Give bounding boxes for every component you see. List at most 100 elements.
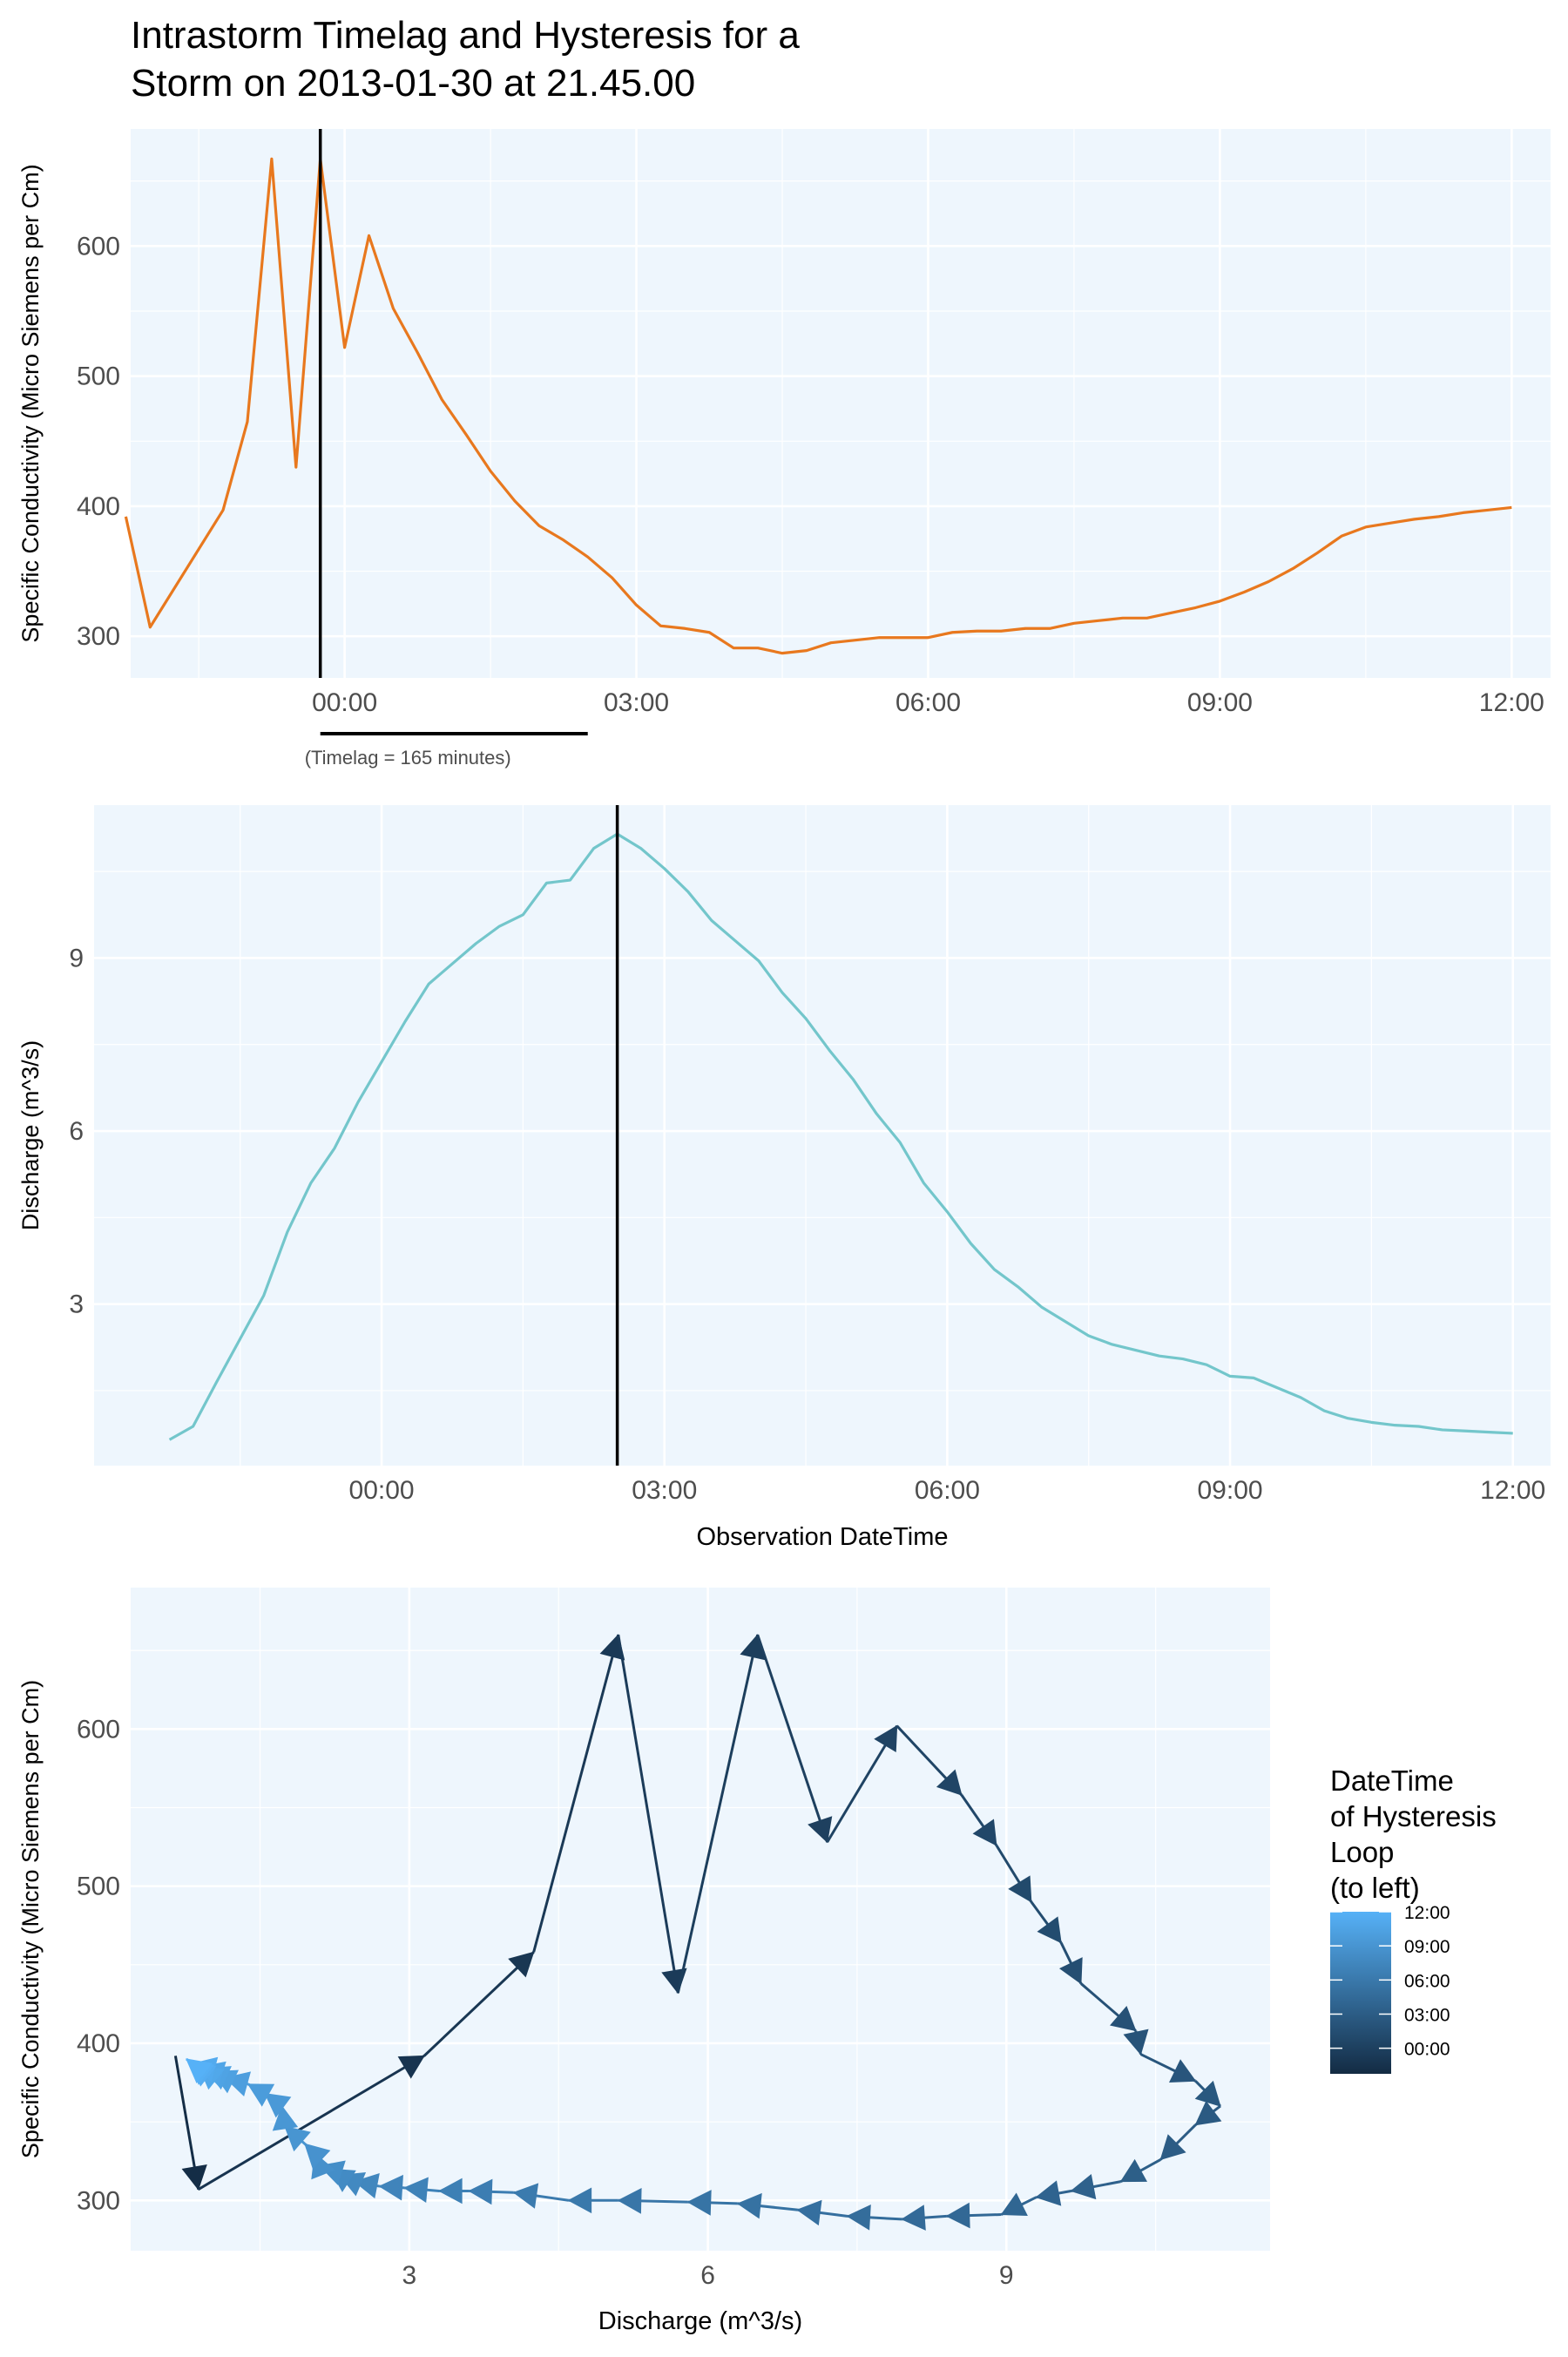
y-tick-label: 500 — [77, 362, 120, 391]
x-tick-label: 06:00 — [915, 1476, 980, 1505]
x-tick-label: 09:00 — [1198, 1476, 1263, 1505]
legend-tick-label: 09:00 — [1404, 1937, 1450, 1957]
y-tick-label: 600 — [77, 232, 120, 261]
discharge-gridlines — [94, 805, 1551, 1466]
hysteresis-arrowhead — [512, 2183, 539, 2209]
hysteresis-arrowhead — [796, 2199, 822, 2226]
conductivity-time-panel: 00:00 03:00 06:00 09:00 12:00 300 400 500 600 Sp… — [17, 129, 1551, 769]
hysteresis-arrowhead — [468, 2178, 493, 2205]
y-tick-label: 400 — [77, 2029, 120, 2058]
hysteresis-arrowhead — [272, 2105, 299, 2131]
conductivity-tick-labels: 00:00 03:00 06:00 09:00 12:00 300 400 500 600 — [77, 232, 1544, 717]
legend-tick-label: 06:00 — [1404, 1971, 1450, 1991]
hysteresis-arrowhead — [901, 2205, 926, 2231]
hysteresis-x-axis-label: Discharge (m^3/s) — [598, 2307, 802, 2335]
conductivity-line-layer — [124, 129, 1512, 735]
hysteresis-arrowhead — [1119, 2158, 1148, 2183]
hysteresis-gridlines — [131, 1588, 1270, 2251]
legend-tick-label: 12:00 — [1404, 1903, 1450, 1923]
hysteresis-arrowhead — [1000, 2192, 1028, 2217]
discharge-tick-labels: 00:00 03:00 06:00 09:00 12:00 3 6 9 — [69, 944, 1545, 1505]
hysteresis-path-layer — [173, 1634, 1222, 2231]
hysteresis-arrowhead — [1035, 2180, 1062, 2206]
hysteresis-arrowhead — [808, 1816, 833, 1844]
hysteresis-arrowhead — [181, 2164, 207, 2191]
x-tick-label: 03:00 — [604, 688, 669, 717]
hysteresis-segment — [532, 1634, 620, 1953]
y-tick-label: 600 — [77, 1715, 120, 1744]
timelag-label: (Timelag = 165 minutes) — [305, 747, 511, 769]
discharge-y-axis-label: Discharge (m^3/s) — [17, 1040, 44, 1230]
hysteresis-segment — [197, 2055, 425, 2191]
conductivity-y-axis-label: Specific Conductivity (Micro Siemens per… — [17, 164, 44, 642]
hysteresis-arrowhead — [1008, 1875, 1032, 1903]
hysteresis-segment — [756, 1634, 829, 1843]
hysteresis-arrowhead — [1070, 2173, 1097, 2200]
discharge-plot-background — [94, 805, 1551, 1466]
hysteresis-arrowhead — [567, 2187, 592, 2214]
legend-title-line-2: of Hysteresis — [1330, 1800, 1497, 1832]
conductivity-series-line — [124, 157, 1512, 655]
x-tick-label: 12:00 — [1480, 1476, 1545, 1505]
hysteresis-arrowhead — [247, 2083, 275, 2107]
legend-tick-label: 03:00 — [1404, 2005, 1450, 2025]
y-tick-label: 500 — [77, 1873, 120, 1901]
hysteresis-arrowhead — [1110, 2006, 1137, 2032]
x-tick-label: 9 — [999, 2261, 1014, 2290]
x-tick-label: 09:00 — [1187, 688, 1253, 717]
hysteresis-arrowhead — [1037, 1916, 1062, 1944]
x-tick-label: 00:00 — [312, 688, 377, 717]
hysteresis-panel: 3 6 9 300 400 500 600 Specific Conductivity (M… — [17, 1588, 1270, 2335]
discharge-x-axis-label: Observation DateTime — [696, 1523, 948, 1551]
discharge-time-panel: 00:00 03:00 06:00 09:00 12:00 3 6 9 Discharge (… — [17, 805, 1551, 1551]
x-tick-label: 6 — [700, 2261, 715, 2290]
x-tick-label: 03:00 — [632, 1476, 697, 1505]
hysteresis-arrowhead — [397, 2055, 425, 2079]
hysteresis-segment — [617, 1634, 679, 1994]
y-tick-label: 9 — [69, 944, 84, 972]
legend-title-line-4: (to left) — [1330, 1872, 1420, 1904]
hysteresis-arrowhead — [736, 2192, 762, 2219]
hysteresis-arrowhead — [403, 2177, 429, 2204]
hysteresis-tick-labels: 3 6 9 300 400 500 600 — [77, 1715, 1014, 2290]
hysteresis-arrowhead — [936, 1769, 963, 1796]
discharge-series-line — [168, 832, 1513, 1441]
hysteresis-arrowhead — [874, 1724, 898, 1753]
y-tick-label: 400 — [77, 492, 120, 521]
hysteresis-arrowhead — [1159, 2134, 1186, 2161]
hysteresis-arrowhead — [1059, 1957, 1083, 1985]
legend-tick-labels: 12:00 09:00 06:00 03:00 00:00 — [1330, 1903, 1450, 2060]
hysteresis-arrowhead — [686, 2190, 712, 2216]
hysteresis-arrowhead — [1194, 2080, 1221, 2107]
x-tick-label: 00:00 — [349, 1476, 415, 1505]
legend-title-line-1: DateTime — [1330, 1764, 1454, 1797]
hysteresis-arrowhead — [1169, 2059, 1197, 2083]
legend-title-line-3: Loop — [1330, 1836, 1394, 1868]
x-tick-label: 3 — [402, 2261, 417, 2290]
hysteresis-arrowhead — [378, 2174, 403, 2201]
hysteresis-plot-background — [131, 1588, 1270, 2251]
hysteresis-arrowhead — [945, 2202, 970, 2229]
legend-tick-label: 00:00 — [1404, 2040, 1450, 2060]
x-tick-label: 12:00 — [1479, 688, 1544, 717]
legend-colorbar — [1330, 1912, 1391, 2074]
hysteresis-arrowhead — [1123, 2029, 1149, 2056]
y-tick-label: 300 — [77, 2186, 120, 2215]
y-tick-label: 300 — [77, 622, 120, 651]
hysteresis-arrowhead — [661, 1968, 687, 1995]
datetime-legend: DateTime of Hysteresis Loop (to left) 12… — [1330, 1764, 1497, 2074]
hysteresis-segment — [422, 1951, 535, 2057]
y-tick-label: 6 — [69, 1117, 84, 1146]
chart-title-line-2: Storm on 2013-01-30 at 21.45.00 — [131, 62, 695, 105]
hysteresis-arrowhead — [972, 1819, 997, 1846]
hysteresis-arrowhead — [508, 1951, 535, 1978]
hysteresis-arrowhead — [846, 2205, 871, 2231]
y-tick-label: 3 — [69, 1290, 84, 1319]
hysteresis-arrowhead — [284, 2125, 311, 2152]
hysteresis-segment — [676, 1634, 760, 1994]
hysteresis-arrowhead — [1194, 2100, 1222, 2126]
hysteresis-arrowhead — [304, 2143, 331, 2170]
x-tick-label: 06:00 — [896, 688, 961, 717]
discharge-line-layer — [168, 805, 1513, 1466]
